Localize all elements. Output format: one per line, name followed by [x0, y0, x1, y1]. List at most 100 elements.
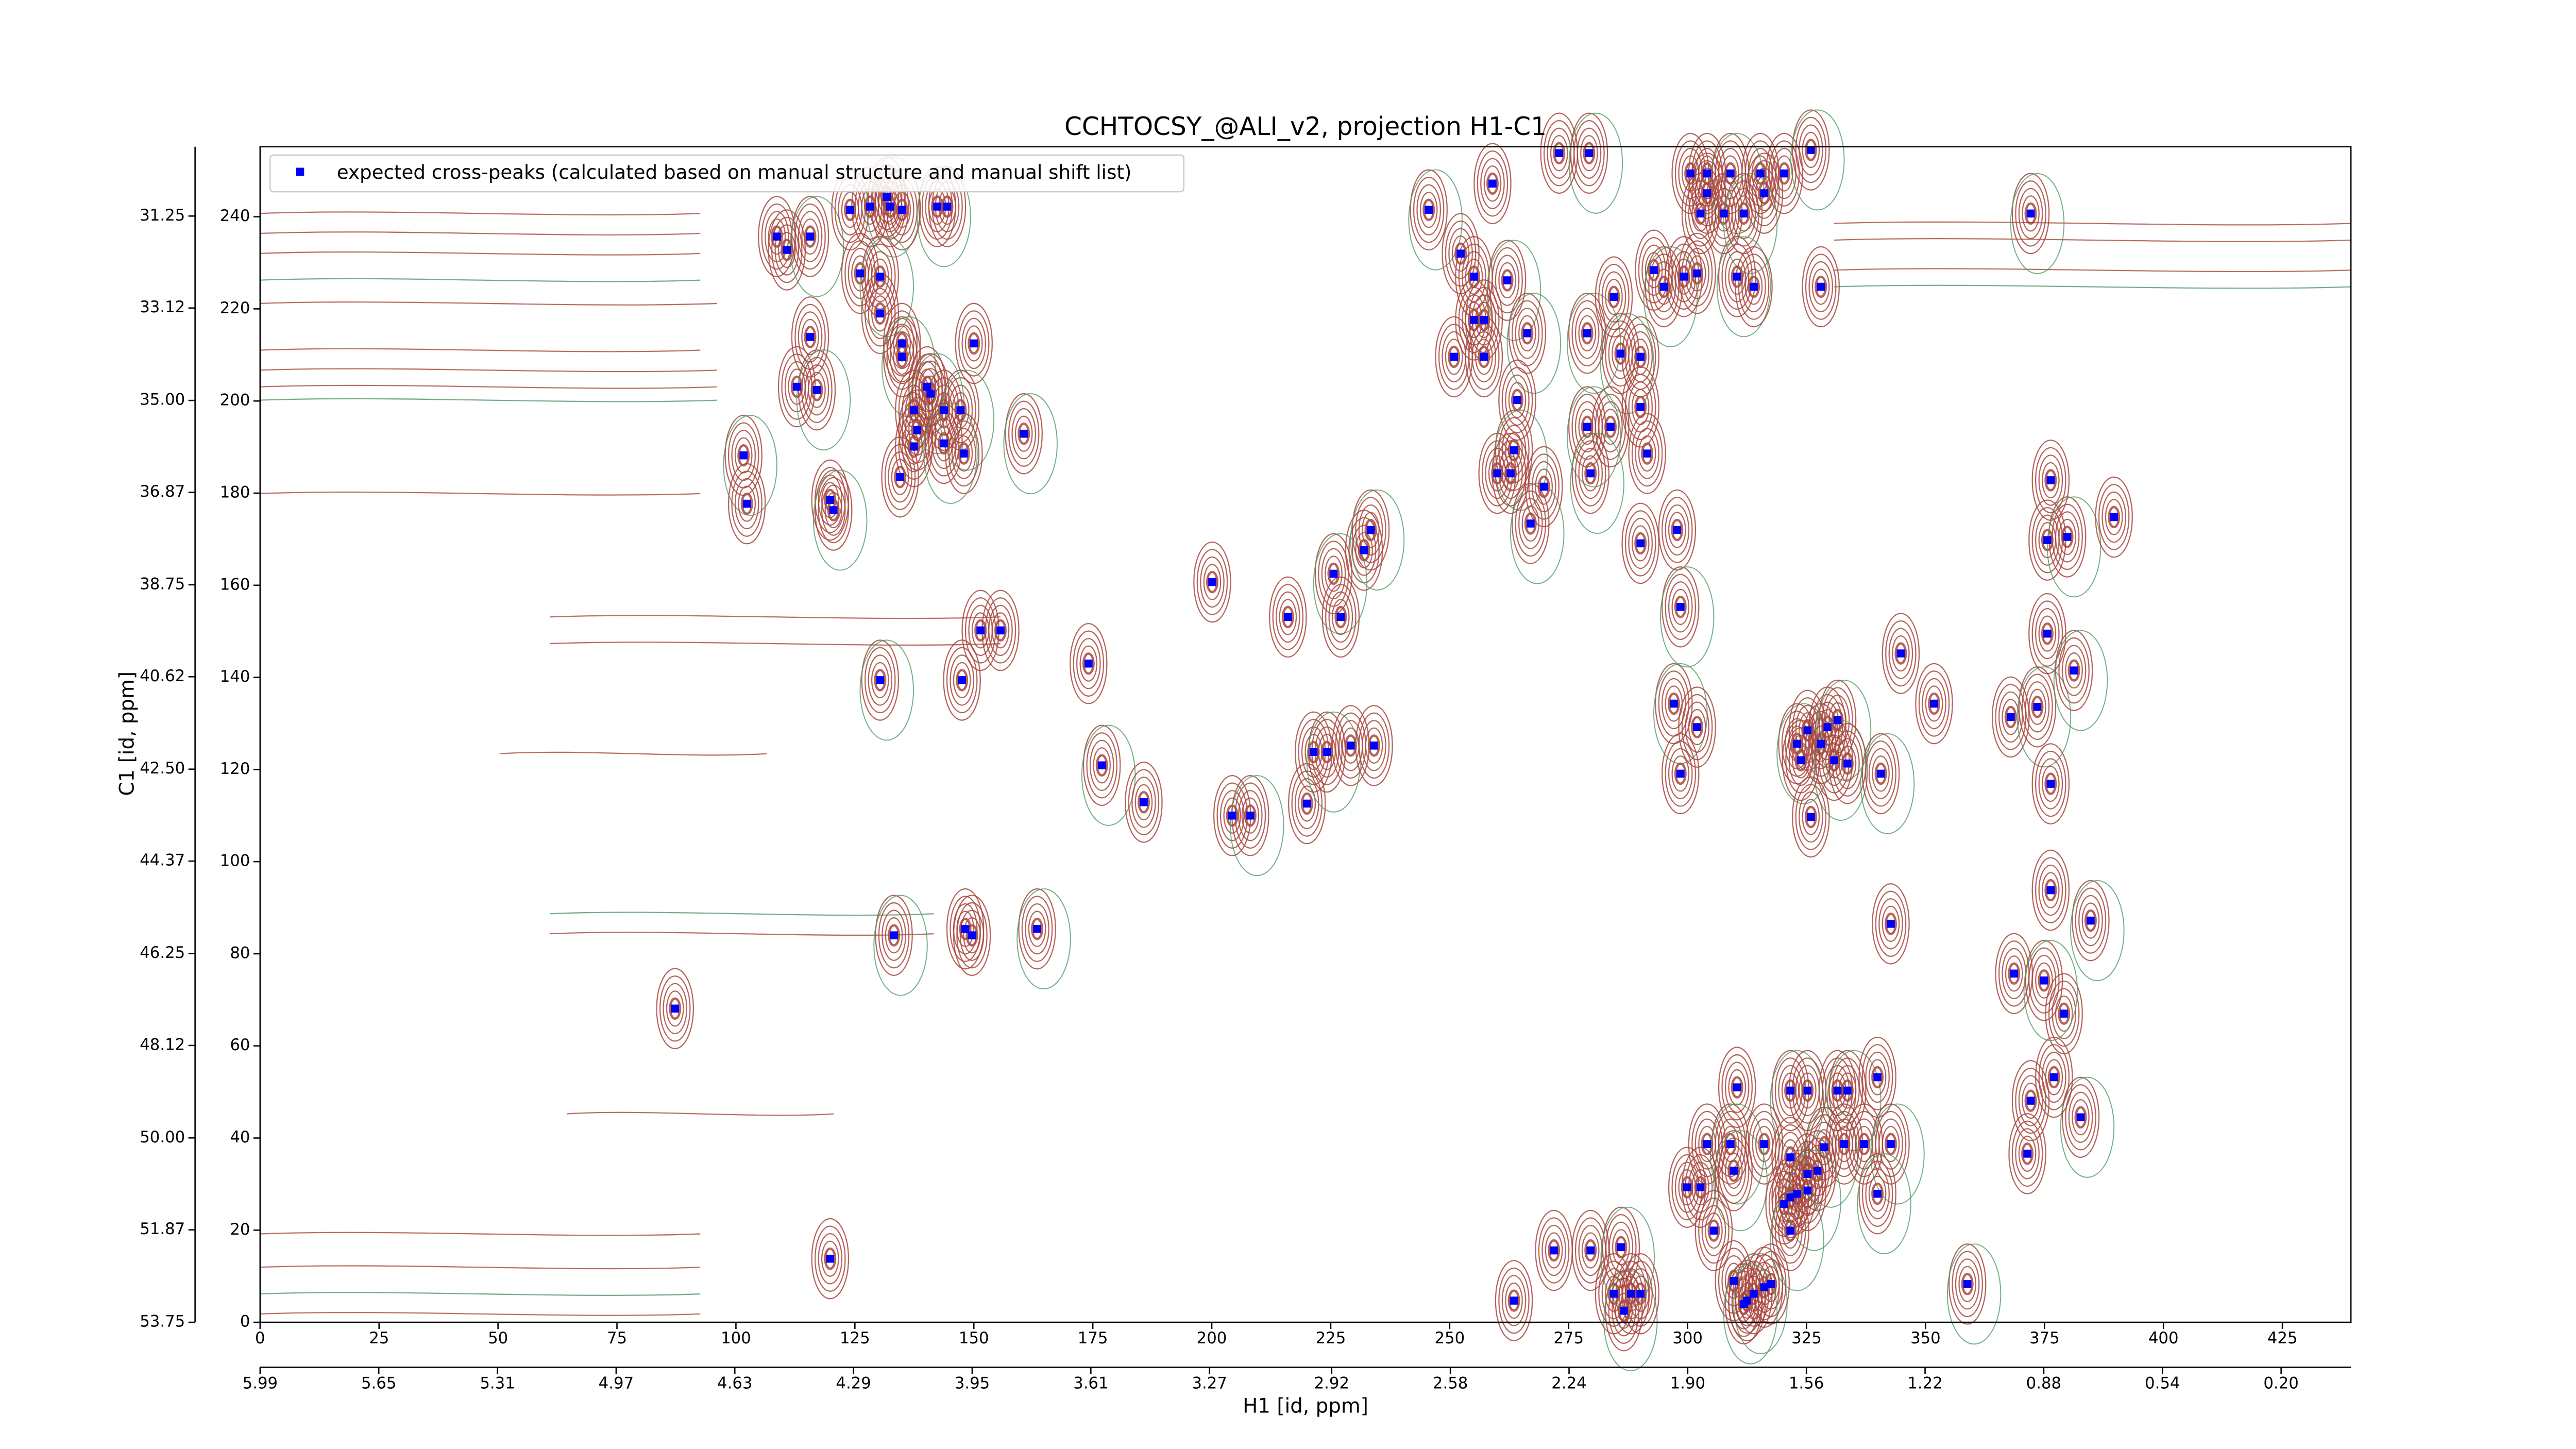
contour-ring: [2060, 1076, 2115, 1178]
contour-ring: [811, 459, 850, 541]
contour-ring: [1598, 263, 1630, 330]
legend-box: [269, 154, 1185, 193]
contour-ring: [2022, 673, 2053, 740]
contour-ring: [1362, 512, 1380, 548]
contour-ring: [988, 604, 1013, 656]
contour-ring: [2058, 1002, 2071, 1025]
contour-ring: [953, 895, 991, 976]
contour-ring: [1716, 236, 1771, 338]
cross-peak: [1336, 613, 1345, 621]
cross-peak: [1513, 396, 1521, 405]
cross-peak: [1750, 1289, 1758, 1298]
contour-ring: [1718, 1137, 1750, 1204]
contour-ring: [1351, 525, 1377, 576]
contour-ring: [1678, 686, 1716, 768]
contour-ring: [1358, 504, 1383, 556]
contour-ring: [1492, 432, 1530, 514]
contour-ring: [1888, 628, 1913, 679]
contour-ring: [1473, 143, 1512, 225]
cross-peak: [1696, 1183, 1705, 1191]
cross-peak: [1140, 798, 1148, 806]
cross-peak: [1896, 649, 1905, 658]
cross-peak: [2010, 969, 2018, 978]
contour-ring: [957, 442, 970, 465]
contour-ring: [2041, 622, 2054, 645]
contour-ring: [1478, 345, 1490, 368]
contour-ring: [1574, 308, 1600, 359]
cross-peak: [1786, 1086, 1794, 1095]
x-tick-label: 125: [840, 1329, 870, 1347]
contour-ring: [2038, 969, 2050, 992]
contour-ring: [888, 451, 912, 503]
cross-peak: [1616, 349, 1625, 358]
cross-peak: [1309, 748, 1318, 756]
contour-ring: [1506, 293, 1562, 394]
contour-ring: [791, 296, 829, 378]
contour-ring: [1501, 455, 1520, 492]
cross-peak: [876, 273, 885, 281]
contour-ring: [1865, 740, 1896, 807]
contour-ring: [1093, 747, 1111, 784]
contour-ring: [2081, 902, 2100, 939]
contour-ring: [1601, 271, 1626, 323]
contour-ring: [1617, 1300, 1630, 1322]
contour-ring: [1568, 112, 1623, 214]
x-tick-label: 0: [255, 1329, 265, 1347]
contour-ring: [2038, 864, 2063, 916]
contour-ring: [1815, 275, 1827, 298]
cross-peak: [1930, 699, 1938, 708]
cross-peak: [1228, 811, 1236, 820]
cross-peak: [1963, 1280, 1972, 1288]
cross-peak: [806, 232, 815, 241]
contour-ring: [1545, 1232, 1563, 1269]
y-tick-label: 140: [220, 667, 250, 686]
contour-ring: [796, 349, 851, 451]
contour-ring: [1281, 605, 1294, 629]
contour-ring: [871, 258, 889, 295]
contour-ring: [1448, 228, 1473, 279]
contour-ring: [1003, 393, 1058, 495]
contour-ring: [1334, 605, 1347, 629]
contour-ring: [1801, 1079, 1814, 1102]
cross-peak: [1506, 469, 1515, 478]
contour-ring: [1008, 400, 1040, 467]
contour-ring: [2052, 503, 2083, 570]
contour-ring: [2035, 962, 2053, 999]
contour-ring: [731, 470, 762, 537]
contour-ring: [2045, 1059, 2063, 1096]
contour-ring: [1946, 1243, 2002, 1345]
contour-ring: [883, 316, 921, 398]
contour-ring: [964, 325, 983, 362]
contour-ridge: [1834, 268, 2351, 273]
cross-peak: [1033, 924, 1041, 933]
contour-ring: [1643, 246, 1698, 347]
contour-ring: [1492, 247, 1523, 314]
contour-ridge: [567, 1111, 834, 1116]
contour-ridge: [550, 615, 1001, 619]
contour-ring: [2025, 681, 2050, 733]
contour-ring: [791, 196, 829, 277]
contour-ring: [1885, 1133, 1897, 1155]
contour-ring: [1871, 1182, 1884, 1205]
cross-peak: [1650, 266, 1658, 275]
contour-ring: [1778, 162, 1791, 185]
contour-ring: [2105, 499, 2123, 535]
x-tick-label: 25: [369, 1329, 389, 1347]
contour-ring: [1358, 712, 1390, 779]
contour-ring: [1748, 1282, 1760, 1305]
contour-ring: [1745, 1103, 1784, 1185]
contour-ring: [2084, 909, 2097, 932]
cross-peak: [2110, 513, 2118, 521]
contour-ring: [1486, 240, 1541, 341]
cross-peak: [933, 203, 941, 211]
cross-peak: [1817, 739, 1825, 748]
cross-peak: [1583, 329, 1591, 338]
contour-ring: [1685, 701, 1709, 753]
contour-ring: [1735, 246, 1773, 328]
y-axis-label: C1 [id, ppm]: [116, 671, 139, 796]
cross-peak: [1550, 1246, 1558, 1255]
contour-ring: [1325, 584, 1357, 650]
cross-peak: [1786, 1226, 1794, 1235]
contour-ring: [1512, 483, 1550, 564]
contour-ring: [1206, 570, 1218, 594]
